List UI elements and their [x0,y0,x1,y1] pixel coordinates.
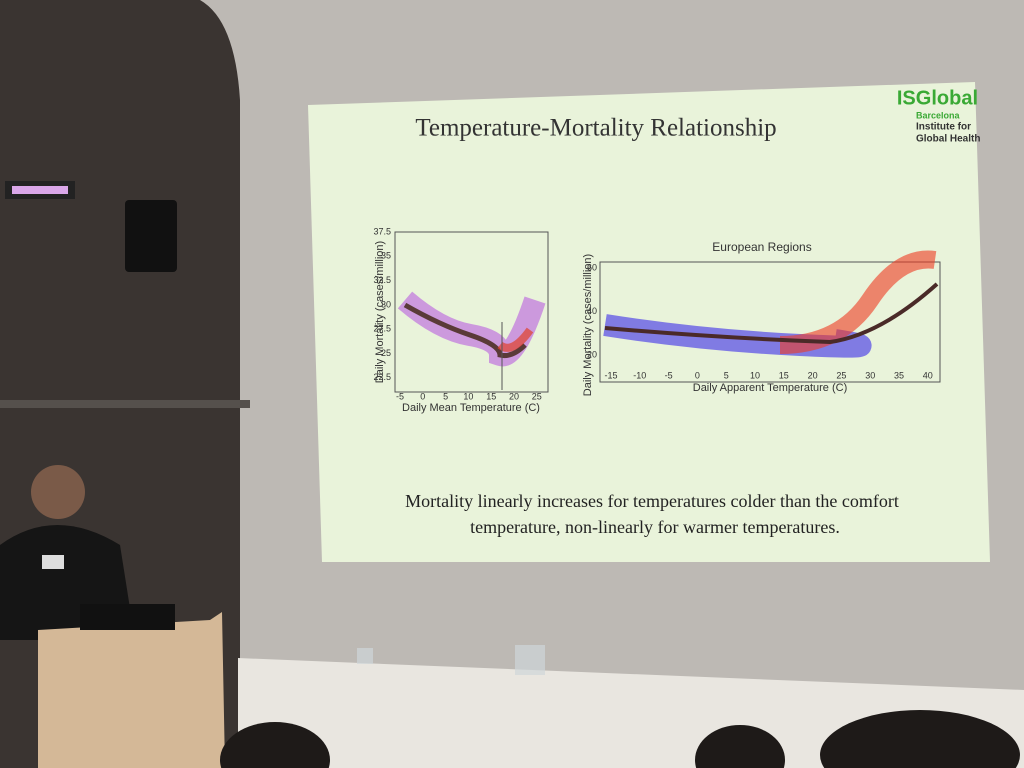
person-head [31,465,85,519]
name-badge [42,555,64,569]
x-tick-label: 5 [724,370,729,380]
logo-city: Barcelona [916,110,961,120]
x-tick-label: -5 [396,391,404,401]
y-tick-label: 40 [587,306,597,316]
x-tick-label: -15 [604,370,617,380]
slide-title: Temperature-Mortality Relationship [415,115,776,142]
right-y-label: Daily Mortality (cases/million) [582,254,594,396]
x-tick-label: -10 [633,370,646,380]
x-tick-label: 35 [894,370,904,380]
glass [515,645,545,675]
caption-line: Mortality linearly increases for tempera… [405,491,899,511]
logo-name: ISGlobal [897,87,978,109]
x-tick-label: 15 [486,391,496,401]
audience-head [220,722,330,768]
logo-line: Global Health [916,134,980,145]
fit-curve [403,302,527,358]
speaker-box [125,200,177,272]
y-tick-label: 30 [381,299,391,309]
right-title: European Regions [712,240,811,254]
left-plot-frame [394,231,549,393]
x-tick-label: 10 [750,370,760,380]
left-x-label: Daily Mean Temperature (C) [402,402,540,414]
x-tick-label: 25 [836,370,846,380]
audience-head [820,710,1020,768]
x-tick-label: 0 [695,370,700,380]
x-tick-label: 40 [923,370,933,380]
y-tick-label: 32.5 [373,275,391,285]
x-tick-label: 20 [808,370,818,380]
x-tick-label: 0 [420,391,425,401]
y-tick-label: 37.5 [373,226,391,236]
left-y-label: Daily Mortality (cases/million) [374,241,386,383]
lectern [38,612,225,768]
x-tick-label: 10 [463,391,473,401]
x-tick-label: 25 [532,391,542,401]
x-tick-label: 5 [443,391,448,401]
x-tick-label: 30 [865,370,875,380]
pooled-curve [604,282,939,345]
y-tick-label: 22.5 [373,372,391,382]
glass [357,648,373,664]
x-tick-label: -5 [665,370,673,380]
y-tick-label: 60 [587,262,597,272]
wall-rail [0,400,250,408]
caption-line: temperature, non-linearly for warmer tem… [470,517,840,537]
right-x-label: Daily Apparent Temperature (C) [693,382,847,394]
laptop [80,604,175,630]
y-tick-label: 27.5 [373,324,391,334]
x-tick-label: 15 [779,370,789,380]
right-plot-frame [599,261,941,383]
y-tick-label: 25 [381,348,391,358]
y-tick-label: 35 [381,251,391,261]
audience-head [695,725,785,768]
x-tick-label: 20 [509,391,519,401]
light-sign-glow [12,186,68,194]
logo-line: Institute for [916,122,971,133]
y-tick-label: 20 [587,349,597,359]
